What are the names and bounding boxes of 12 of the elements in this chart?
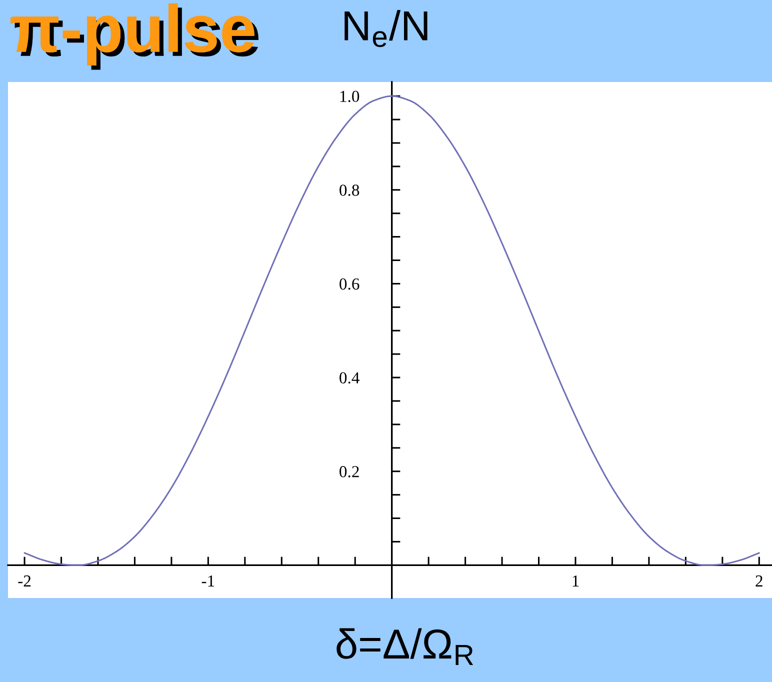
x-tick-label: 2 — [756, 575, 762, 586]
y-axis-title: N$_{e}$/N — [344, 10, 428, 48]
x-axis-title: δ=Δ/Ω$_{R}$ — [336, 628, 474, 666]
x-tick-label: -2 — [18, 575, 31, 586]
chart-title: π-pulse — [10, 3, 259, 70]
x-tick-label: -1 — [202, 575, 214, 586]
y-tick-label: 0.6 — [340, 278, 360, 290]
x-tick-label: 1 — [572, 575, 579, 586]
y-tick-label: 0.2 — [340, 466, 359, 478]
y-tick-label: 1.0 — [340, 90, 360, 102]
y-tick-label: 0.8 — [340, 184, 360, 196]
y-tick-label: 0.4 — [340, 372, 360, 384]
